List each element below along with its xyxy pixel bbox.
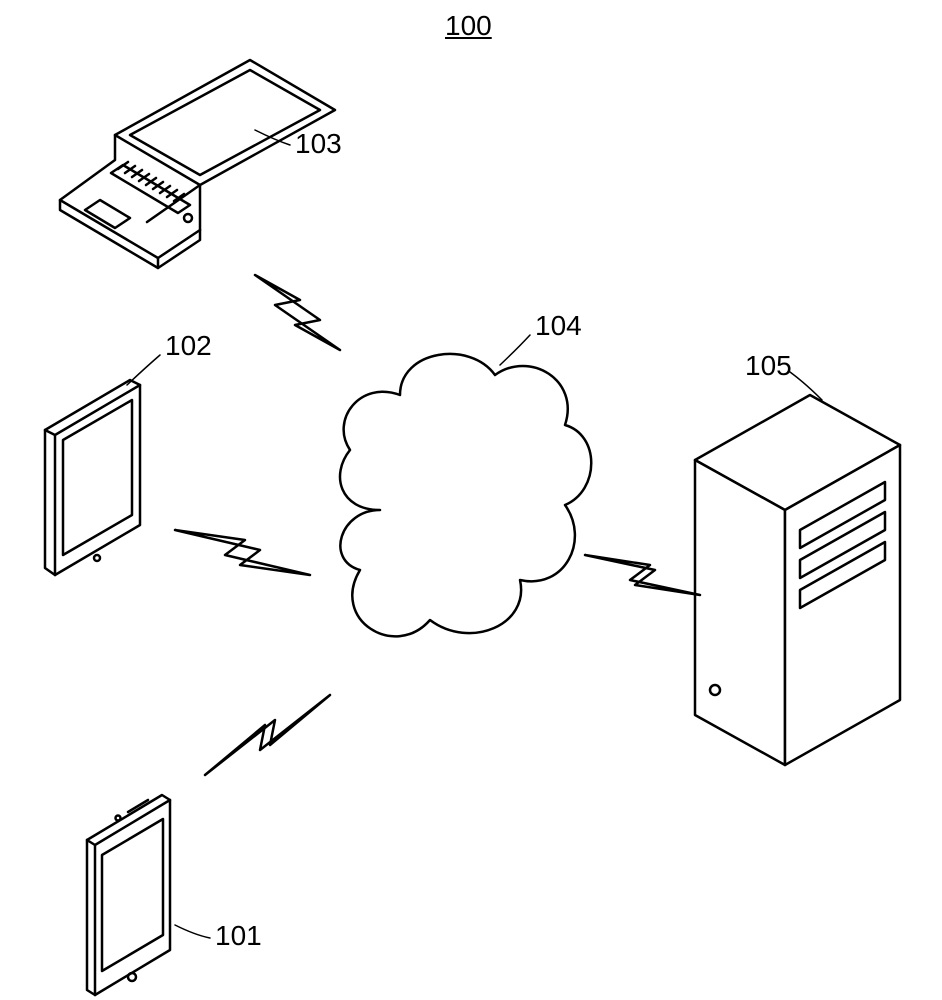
label-102: 102 <box>165 330 212 362</box>
label-101: 101 <box>215 920 262 952</box>
tablet-icon <box>45 380 140 575</box>
lightning-phone-cloud <box>205 695 330 775</box>
label-105: 105 <box>745 350 792 382</box>
cloud-icon <box>340 354 591 636</box>
lightning-laptop-cloud <box>255 275 340 350</box>
label-103: 103 <box>295 128 342 160</box>
label-104: 104 <box>535 310 582 342</box>
diagram-canvas <box>0 0 942 1000</box>
smartphone-icon <box>87 795 170 995</box>
lightning-cloud-server <box>585 555 700 595</box>
server-icon-box <box>690 390 900 765</box>
lightning-tablet-cloud <box>175 530 310 575</box>
laptop-icon <box>60 60 335 268</box>
